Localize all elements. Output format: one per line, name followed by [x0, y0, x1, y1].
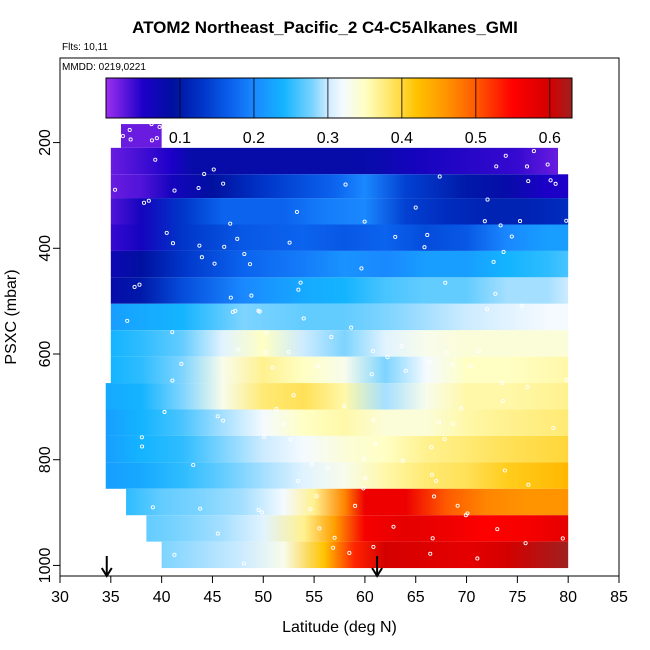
y-tick-label: 1000 [37, 548, 54, 584]
x-axis-label: Latitude (deg N) [282, 619, 397, 636]
x-tick-label: 80 [559, 589, 577, 606]
x-tick-label: 55 [305, 589, 323, 606]
heatmap-row [146, 515, 568, 541]
y-tick-label: 600 [37, 341, 54, 368]
heatmap-row [111, 225, 568, 251]
heatmap-row [106, 383, 568, 409]
heatmap-row [111, 251, 568, 277]
heatmap-row [111, 174, 568, 198]
x-tick-label: 70 [458, 589, 476, 606]
colorbar-tick-label: 0.4 [391, 130, 413, 147]
x-tick-label: 85 [610, 589, 628, 606]
heatmap-rows [106, 124, 568, 568]
heatmap-row [111, 330, 568, 356]
y-axis-label: PSXC (mbar) [3, 269, 20, 364]
colorbar-tick-label: 0.6 [539, 130, 561, 147]
colorbar: 0.1 0.2 0.3 0.4 0.5 0.6 [106, 78, 572, 147]
x-tick-label: 65 [407, 589, 425, 606]
heatmap-row [126, 489, 568, 515]
x-tick-label: 45 [204, 589, 222, 606]
y-tick-label: 400 [37, 235, 54, 262]
x-tick-label: 30 [51, 589, 69, 606]
x-tick-label: 75 [508, 589, 526, 606]
y-tick-label: 200 [37, 129, 54, 156]
colorbar-tick-label: 0.2 [243, 130, 265, 147]
heatmap-row [106, 462, 568, 488]
heatmap-row [111, 277, 568, 303]
heatmap-row [111, 304, 568, 330]
y-tick-label: 800 [37, 446, 54, 473]
x-tick-label: 35 [102, 589, 120, 606]
colorbar-tick-label: 0.1 [169, 130, 191, 147]
heatmap-row [111, 148, 558, 174]
colorbar-tick-label: 0.5 [465, 130, 487, 147]
heatmap-row [106, 410, 568, 436]
x-tick-label: 40 [153, 589, 171, 606]
heatmap-row [121, 124, 162, 148]
x-tick-label: 60 [356, 589, 374, 606]
heatmap-row [106, 436, 568, 462]
colorbar-tick-label: 0.3 [317, 130, 339, 147]
colorbar-gradient [106, 78, 572, 118]
heatmap-row [111, 357, 568, 383]
heatmap-row [162, 542, 569, 568]
x-tick-label: 50 [254, 589, 272, 606]
heatmap-row [111, 198, 568, 224]
